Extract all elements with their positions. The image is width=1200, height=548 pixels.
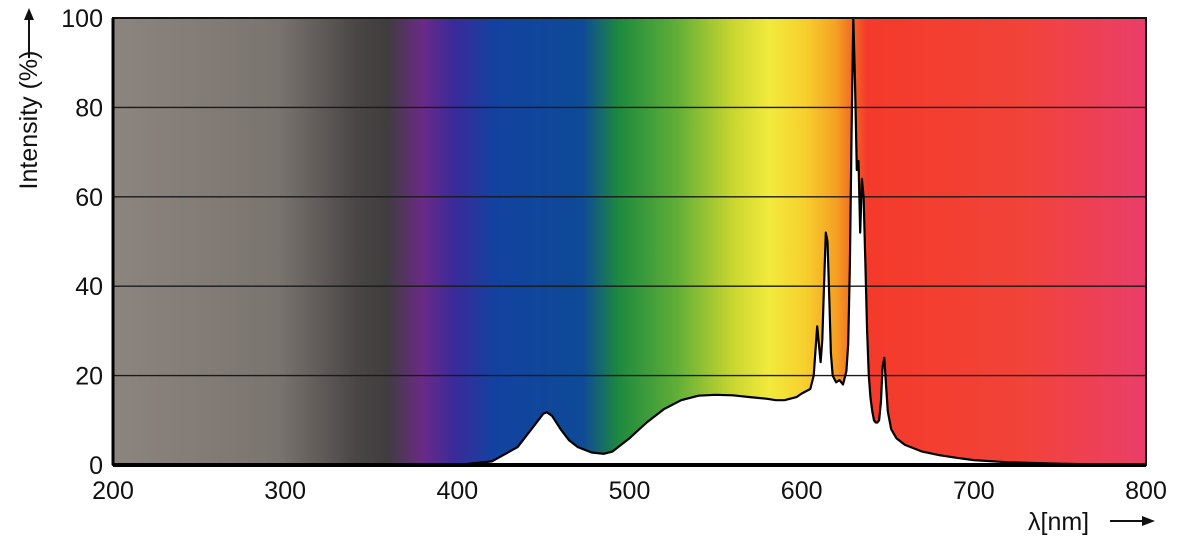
y-tick-label: 80 bbox=[75, 94, 103, 122]
gridlines bbox=[113, 106, 1146, 377]
y-tick-label: 100 bbox=[61, 5, 103, 33]
x-tick-label: 500 bbox=[609, 477, 651, 505]
spectrum-line bbox=[113, 16, 1147, 467]
x-axis-title: λ[nm] bbox=[1028, 508, 1089, 536]
x-tick-labels: 200 300 400 500 600 700 800 bbox=[92, 477, 1167, 505]
x-tick-label: 600 bbox=[781, 477, 823, 505]
x-tick-label: 700 bbox=[953, 477, 995, 505]
y-axis-title-group: Intensity (%) bbox=[15, 51, 43, 190]
y-tick-label: 20 bbox=[75, 363, 103, 391]
y-tick-label: 60 bbox=[75, 184, 103, 212]
x-tick-label: 800 bbox=[1125, 477, 1167, 505]
x-axis-arrow-icon bbox=[1110, 516, 1155, 526]
y-tick-label: 0 bbox=[89, 452, 103, 480]
plot-background bbox=[113, 18, 1146, 465]
y-tick-label: 40 bbox=[75, 273, 103, 301]
spectrum-background bbox=[113, 18, 1146, 465]
axes bbox=[111, 17, 1147, 467]
x-tick-label: 200 bbox=[92, 477, 134, 505]
y-axis-title: Intensity (%) bbox=[15, 51, 43, 190]
y-axis-arrow-icon bbox=[24, 8, 34, 58]
x-tick-label: 300 bbox=[264, 477, 306, 505]
y-tick-labels: 0 20 40 60 80 100 bbox=[61, 5, 103, 480]
x-tick-label: 400 bbox=[436, 477, 478, 505]
spectrum-curve bbox=[113, 16, 1147, 467]
